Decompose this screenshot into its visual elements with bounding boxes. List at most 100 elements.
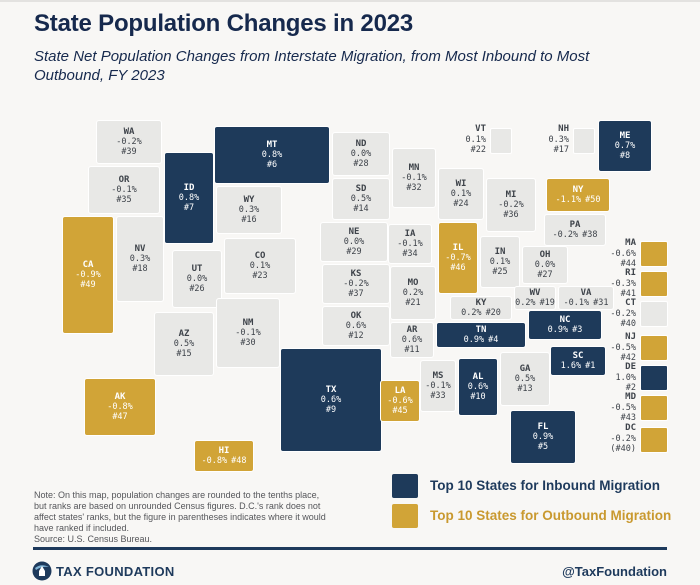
state-tile-ny: NY -1.1% #50 [546, 178, 610, 212]
state-abbr: GA [519, 364, 531, 374]
state-callout-vt: VT 0.1% #22 [416, 124, 486, 156]
state-tile-me: ME 0.7% #8 [598, 120, 652, 172]
state-rank: #42 [620, 353, 636, 363]
state-abbr: IL [452, 243, 464, 253]
state-callout-ct: CT -0.2% #40 [566, 298, 636, 330]
state-rank: #24 [453, 199, 469, 209]
source-text: Source: U.S. Census Bureau. [34, 534, 153, 544]
state-rank: #36 [503, 210, 519, 220]
state-callout-de: DE 1.0% #2 [566, 362, 636, 394]
state-change: 0.1% [489, 257, 511, 267]
state-abbr: NH [558, 124, 569, 134]
state-abbr: WV [529, 288, 541, 298]
state-rank: #11 [404, 345, 420, 355]
state-change-rank: -0.8% #48 [202, 456, 247, 466]
state-change: -0.1% [111, 185, 137, 195]
state-abbr: IA [404, 229, 416, 239]
state-abbr: NE [348, 227, 360, 237]
state-change: -0.8% [107, 402, 133, 412]
legend-swatch-inbound [392, 474, 418, 498]
legend-label-outbound: Top 10 States for Outbound Migration [430, 508, 672, 523]
state-tile-wa: WA -0.2% #39 [96, 120, 162, 164]
state-tile-or: OR -0.1% #35 [88, 166, 160, 214]
state-rank: #19 [539, 298, 555, 308]
page-title: State Population Changes in 2023 [34, 10, 414, 37]
state-abbr: ID [183, 183, 195, 193]
state-rank: #8 [619, 151, 631, 161]
state-change-rank: 0.2% #20 [461, 308, 501, 318]
state-rank: #31 [593, 298, 609, 308]
state-rank: #49 [80, 280, 96, 290]
state-rank: #2 [625, 383, 636, 393]
state-rank: #14 [353, 204, 369, 214]
state-rank: #29 [346, 247, 362, 257]
state-abbr: OR [118, 175, 130, 185]
state-abbr: KY [475, 298, 487, 308]
state-rank: #5 [537, 442, 549, 452]
state-change: -0.9% [75, 270, 101, 280]
state-change: 0.0% [350, 149, 372, 159]
state-change: -0.2% [610, 308, 636, 319]
state-change: -0.1% [563, 298, 590, 308]
state-change-rank: -0.2% #38 [553, 230, 598, 240]
state-change: -0.5% [610, 342, 636, 353]
state-rank: #34 [402, 249, 418, 259]
state-tile-id: ID 0.8% #7 [164, 152, 214, 244]
state-abbr: DE [625, 362, 636, 372]
state-abbr: CT [625, 298, 636, 308]
state-abbr: MT [266, 140, 278, 150]
state-change: -0.2% [343, 279, 369, 289]
state-rank: #20 [485, 308, 501, 318]
state-rank: #43 [620, 413, 636, 423]
state-abbr: UT [191, 264, 203, 274]
state-change: -0.8% [201, 456, 228, 466]
state-rank: #28 [353, 159, 369, 169]
state-tile-mn: MN -0.1% #32 [392, 148, 436, 208]
state-change: -0.7% [445, 253, 471, 263]
state-change: 0.8% [261, 150, 283, 160]
state-abbr: MI [505, 190, 517, 200]
page-subtitle: State Net Population Changes from Inters… [34, 48, 590, 84]
state-abbr: LA [394, 386, 406, 396]
state-abbr: RI [625, 268, 636, 278]
state-swatch-de [640, 365, 668, 391]
state-tile-ar: AR 0.6% #11 [390, 322, 434, 358]
state-change: 0.3% [129, 254, 151, 264]
state-tile-ne: NE 0.0% #29 [320, 222, 388, 262]
state-rank: #21 [405, 298, 421, 308]
state-swatch-ri [640, 271, 668, 297]
state-rank: #44 [620, 259, 636, 269]
state-rank: #25 [492, 267, 508, 277]
state-tile-pa: PA -0.2% #38 [544, 214, 606, 246]
state-rank: #6 [266, 160, 278, 170]
state-change: 0.2% [461, 308, 482, 318]
state-tile-ok: OK 0.6% #12 [322, 306, 390, 346]
state-abbr: WY [243, 195, 255, 205]
state-abbr: MA [625, 238, 636, 248]
state-rank: #30 [240, 338, 256, 348]
state-tile-co: CO 0.1% #23 [224, 238, 296, 294]
state-abbr: AZ [178, 329, 190, 339]
state-tile-tx: TX 0.6% #9 [280, 348, 382, 452]
state-change: 0.0% [186, 274, 208, 284]
state-change: 0.9% [532, 432, 554, 442]
state-tile-hi: HI -0.8% #48 [194, 440, 254, 472]
state-change: 0.1% [465, 134, 486, 145]
state-change: -0.1% [397, 239, 423, 249]
state-change: -0.2% [610, 433, 636, 444]
note-text: Note: On this map, population changes ar… [34, 490, 326, 533]
brand-name: TAX FOUNDATION [56, 564, 175, 579]
state-rank: #46 [450, 263, 466, 273]
state-tile-oh: OH 0.0% #27 [522, 246, 568, 284]
state-abbr: TN [475, 325, 487, 335]
state-tile-tn: TN 0.9% #4 [436, 322, 526, 348]
state-change: 0.6% [345, 321, 367, 331]
state-tile-nm: NM -0.1% #30 [216, 298, 280, 368]
state-change: 1.6% [560, 361, 582, 371]
state-rank: #38 [582, 230, 598, 240]
state-abbr: AR [406, 325, 418, 335]
state-swatch-nh [573, 128, 595, 154]
state-abbr: WI [455, 179, 467, 189]
state-rank: (#40) [610, 444, 636, 454]
state-swatch-dc [640, 427, 668, 453]
